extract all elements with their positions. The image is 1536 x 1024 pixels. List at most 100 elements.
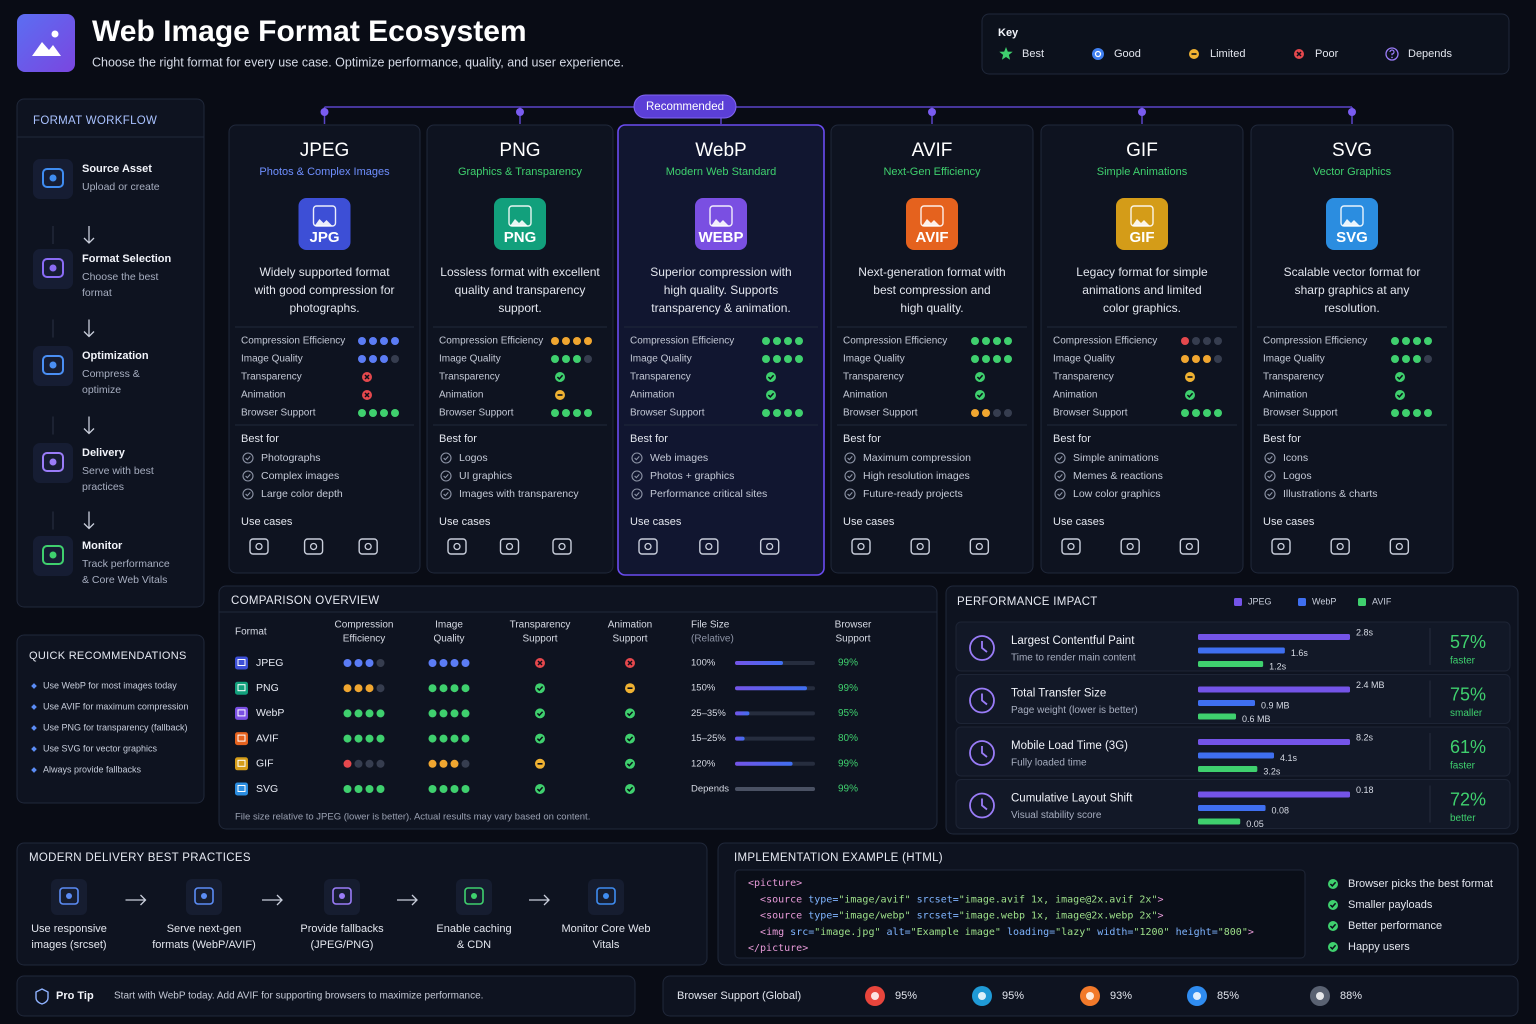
rating-dot <box>1004 409 1012 417</box>
benefit: Happy users <box>1348 941 1410 953</box>
format-name: SVG <box>1332 140 1372 161</box>
rating-dot <box>376 659 385 667</box>
step-glyph <box>49 174 57 182</box>
metric-label: Animation <box>843 390 887 401</box>
format-description: high quality. Supports <box>664 283 779 297</box>
status-icon <box>975 390 985 400</box>
rating-dot <box>562 409 570 417</box>
status-glyph <box>536 736 544 742</box>
best-for-item: Simple animations <box>1073 452 1159 464</box>
delivery-label: images (srcset) <box>31 939 106 951</box>
format-icon <box>235 681 248 695</box>
rating-dot <box>358 337 366 345</box>
step-desc: & Core Web Vitals <box>82 574 167 586</box>
row-format: JPEG <box>256 657 283 669</box>
rating-dot <box>1181 337 1189 345</box>
use-cases-label: Use cases <box>439 516 491 528</box>
rating-dot <box>762 355 770 363</box>
step-desc: Compress & <box>82 368 140 380</box>
metric-label: Transparency <box>1053 372 1114 383</box>
delivery-arrow <box>262 894 283 906</box>
rating-dot <box>1203 337 1211 345</box>
use-case-icon <box>975 542 983 551</box>
metric-bar <box>1198 700 1255 706</box>
rating-dot <box>391 337 399 345</box>
rating-dot <box>439 684 448 693</box>
step-title: Delivery <box>82 447 126 459</box>
badge-glyph <box>920 205 944 227</box>
metric-bar <box>1198 766 1258 772</box>
rating-dot <box>391 409 399 417</box>
format-subtitle: Simple Animations <box>1097 166 1188 178</box>
check-icon <box>631 488 643 500</box>
format-subtitle: Next-Gen Efficiency <box>883 166 981 178</box>
key-icon <box>1094 50 1102 58</box>
rating-dot <box>784 337 792 345</box>
panel-title: MODERN DELIVERY BEST PRACTICES <box>29 852 251 864</box>
step-title: Format Selection <box>82 253 172 265</box>
format-name: AVIF <box>912 140 953 161</box>
browser-icon <box>1086 992 1094 1000</box>
metric-label: Transparency <box>241 372 302 383</box>
check-glyph <box>634 456 640 461</box>
metric-value: 2.4 MB <box>1356 680 1385 690</box>
metric-icon <box>969 635 995 661</box>
column-header: (Relative) <box>691 634 734 645</box>
browser-support: 95% <box>838 708 858 719</box>
badge-glyph <box>508 205 532 227</box>
rating-dot <box>376 734 385 743</box>
delivery-glyph <box>59 887 79 905</box>
benefit: Browser picks the best format <box>1348 878 1493 890</box>
rating-dot <box>343 684 352 693</box>
check-icon <box>844 452 856 464</box>
step-glyph <box>49 264 57 272</box>
format-description: Next-generation format with <box>858 265 1005 279</box>
use-case-icon <box>916 542 924 551</box>
rating-dot <box>1192 355 1200 363</box>
format-description: support. <box>498 301 541 315</box>
format-icon-glyph <box>237 734 246 742</box>
format-icon-glyph <box>237 759 246 767</box>
use-case-icon <box>638 538 658 555</box>
bullet <box>31 704 37 710</box>
format-description: Legacy format for simple <box>1076 265 1208 279</box>
code-line: <source type="image/avif" srcset="image.… <box>748 894 1164 905</box>
rating-dot <box>762 409 770 417</box>
file-size-bar <box>735 711 750 716</box>
rating-dot <box>1402 337 1410 345</box>
rating-dot <box>982 355 990 363</box>
use-case-icon <box>1277 542 1285 551</box>
best-for-item: Web images <box>650 452 708 464</box>
best-for-label: Best for <box>439 433 477 445</box>
step-desc: optimize <box>82 384 121 396</box>
rating-dot <box>450 759 459 768</box>
check-icon <box>440 470 452 482</box>
check-icon <box>844 488 856 500</box>
use-cases-label: Use cases <box>843 516 895 528</box>
check-icon <box>1054 452 1066 464</box>
rating-dot <box>1203 409 1211 417</box>
delivery-glyph <box>464 887 484 905</box>
key-label: Poor <box>1315 48 1339 60</box>
metric-bar <box>1198 661 1264 667</box>
metric-label: Animation <box>1263 390 1307 401</box>
row-format: WebP <box>256 707 284 719</box>
code-box <box>734 869 1306 959</box>
metric-icon <box>969 687 995 714</box>
format-icon-glyph <box>237 684 246 692</box>
column-header: Compression <box>335 620 394 631</box>
column-header: File Size <box>691 620 730 631</box>
benefit: Smaller payloads <box>1348 899 1433 911</box>
metric-desc: Time to render main content <box>1011 653 1136 664</box>
browser-support: 99% <box>838 683 858 694</box>
rating-dot <box>551 337 559 345</box>
pro-tip-label: Pro Tip <box>56 990 94 1002</box>
recommended-pill <box>633 94 737 119</box>
page-title: Web Image Format Ecosystem <box>92 15 527 48</box>
metric-icon <box>981 746 988 758</box>
rating-dot <box>773 409 781 417</box>
metric-label: Transparency <box>630 372 691 383</box>
recommended-label: Recommended <box>646 101 724 113</box>
use-case-icon <box>857 542 865 551</box>
